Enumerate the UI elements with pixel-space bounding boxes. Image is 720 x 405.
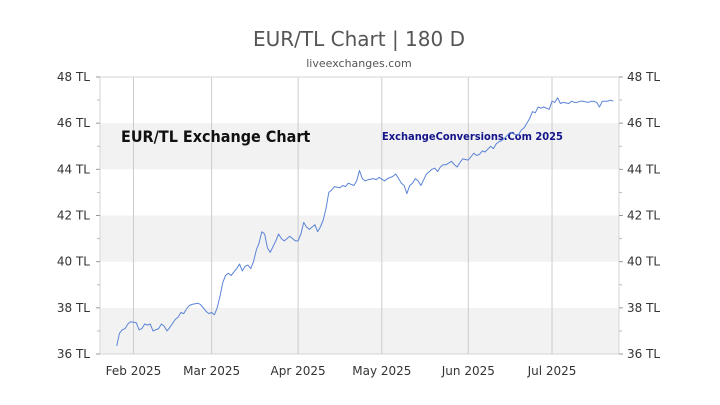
x-tick-label-jul-2025: Jul 2025 (527, 364, 577, 378)
chart-title: EUR/TL Chart | 180 D (253, 27, 465, 51)
y-tick-label-right-36: 36 TL (627, 347, 660, 361)
chart-subtitle: liveexchanges.com (306, 57, 411, 70)
y-tick-label-left-48: 48 TL (57, 70, 90, 84)
band-36-38 (100, 307, 619, 354)
y-tick-label-right-48: 48 TL (627, 70, 660, 84)
y-tick-label-right-44: 44 TL (627, 162, 660, 176)
band-40-42 (100, 215, 619, 262)
y-tick-label-right-40: 40 TL (627, 255, 660, 269)
x-tick-label-feb-2025: Feb 2025 (106, 364, 162, 378)
watermark-left: EUR/TL Exchange Chart (121, 127, 310, 146)
y-tick-label-left-36: 36 TL (57, 347, 90, 361)
band-44-46 (100, 123, 619, 170)
y-tick-label-right-38: 38 TL (627, 301, 660, 315)
series-line-eur-tl (116, 97, 614, 347)
watermark-right: ExchangeConversions.Com 2025 (382, 130, 563, 143)
y-tick-label-left-38: 38 TL (57, 301, 90, 315)
y-tick-label-left-42: 42 TL (57, 209, 90, 223)
y-tick-label-right-46: 46 TL (627, 116, 660, 130)
x-tick-label-apr-2025: Apr 2025 (271, 364, 326, 378)
grid-lines (132, 77, 553, 354)
y-tick-label-left-44: 44 TL (57, 162, 90, 176)
background-bands (100, 123, 619, 354)
y-axis-ticks: 36 TL 36 TL 38 TL 38 TL 40 TL 40 TL 42 TL 42 TL… (57, 70, 661, 361)
y-tick-label-left-46: 46 TL (57, 116, 90, 130)
x-tick-label-may-2025: May 2025 (352, 364, 411, 378)
x-tick-label-jun-2025: Jun 2025 (441, 364, 495, 378)
y-tick-label-left-40: 40 TL (57, 255, 90, 269)
x-axis-ticks: Feb 2025 Mar 2025 Apr 2025 May 2025 Jun 2025… (106, 364, 577, 378)
x-tick-label-mar-2025: Mar 2025 (183, 364, 240, 378)
y-tick-label-right-42: 42 TL (627, 209, 660, 223)
